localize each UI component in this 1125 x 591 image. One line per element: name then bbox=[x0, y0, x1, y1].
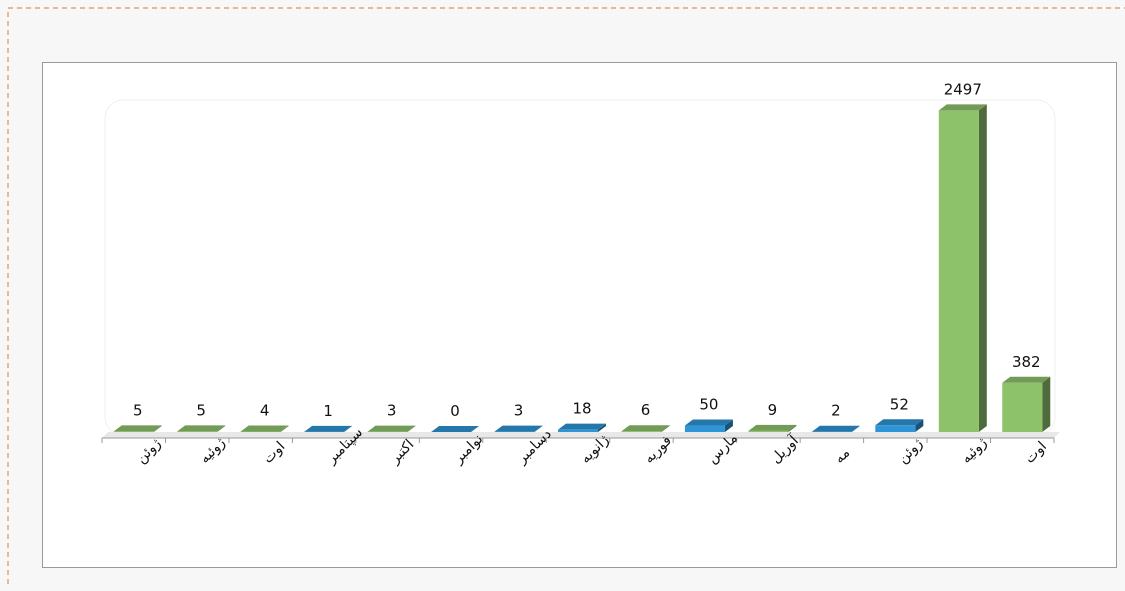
value-label: 3 bbox=[387, 402, 397, 420]
bar bbox=[495, 426, 543, 432]
value-label: 5 bbox=[196, 401, 206, 419]
bar-front bbox=[939, 110, 979, 432]
bar-top bbox=[495, 426, 543, 432]
bar-front bbox=[875, 425, 915, 432]
value-label: 2 bbox=[831, 402, 841, 420]
bar-front bbox=[241, 431, 281, 432]
bar-top bbox=[875, 419, 923, 425]
bar bbox=[431, 426, 479, 432]
bar bbox=[114, 425, 162, 432]
bar bbox=[241, 425, 289, 432]
bar bbox=[621, 425, 669, 432]
bar-top bbox=[431, 426, 479, 432]
bar bbox=[177, 425, 225, 432]
bar bbox=[939, 104, 987, 432]
bar bbox=[685, 420, 733, 432]
bar-top bbox=[558, 424, 606, 430]
value-label: 0 bbox=[450, 402, 460, 420]
bar bbox=[812, 426, 860, 432]
value-label: 2497 bbox=[944, 80, 982, 98]
bar-top bbox=[621, 425, 669, 431]
value-label: 9 bbox=[768, 401, 778, 419]
bar-top bbox=[177, 425, 225, 431]
bar-top bbox=[748, 425, 796, 431]
bar bbox=[558, 424, 606, 432]
bar-front bbox=[114, 431, 154, 432]
bar-side bbox=[1042, 377, 1050, 432]
bar-front bbox=[621, 431, 661, 432]
bar-front bbox=[685, 426, 725, 432]
bar bbox=[875, 419, 923, 432]
value-label: 50 bbox=[699, 396, 718, 414]
bar-top bbox=[114, 425, 162, 431]
bar bbox=[748, 425, 796, 432]
value-label: 4 bbox=[260, 401, 270, 419]
bar-front bbox=[177, 431, 217, 432]
bar bbox=[304, 426, 352, 432]
value-label: 5 bbox=[133, 401, 143, 419]
bar-side bbox=[979, 104, 987, 432]
bar-top bbox=[812, 426, 860, 432]
value-label: 1 bbox=[323, 402, 333, 420]
bar-top bbox=[685, 420, 733, 426]
value-label: 6 bbox=[641, 401, 651, 419]
bar bbox=[368, 426, 416, 432]
floor bbox=[102, 432, 1060, 438]
bar-top bbox=[1002, 377, 1050, 383]
value-label: 3 bbox=[514, 402, 524, 420]
bar bbox=[1002, 377, 1050, 432]
bar-top bbox=[304, 426, 352, 432]
bar-top bbox=[368, 426, 416, 432]
bar-front bbox=[1002, 383, 1042, 432]
bar-front bbox=[748, 431, 788, 432]
bar-top bbox=[939, 104, 987, 110]
bar-top bbox=[241, 425, 289, 431]
value-label: 18 bbox=[572, 400, 591, 418]
value-label: 52 bbox=[890, 395, 909, 413]
bar-front bbox=[558, 430, 598, 432]
value-label: 382 bbox=[1012, 353, 1041, 371]
